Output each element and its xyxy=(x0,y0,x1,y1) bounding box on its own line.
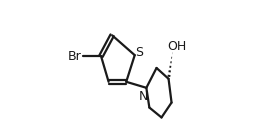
Text: N: N xyxy=(139,90,148,103)
Text: OH: OH xyxy=(167,40,186,53)
Text: Br: Br xyxy=(68,50,82,63)
Text: S: S xyxy=(135,46,143,59)
